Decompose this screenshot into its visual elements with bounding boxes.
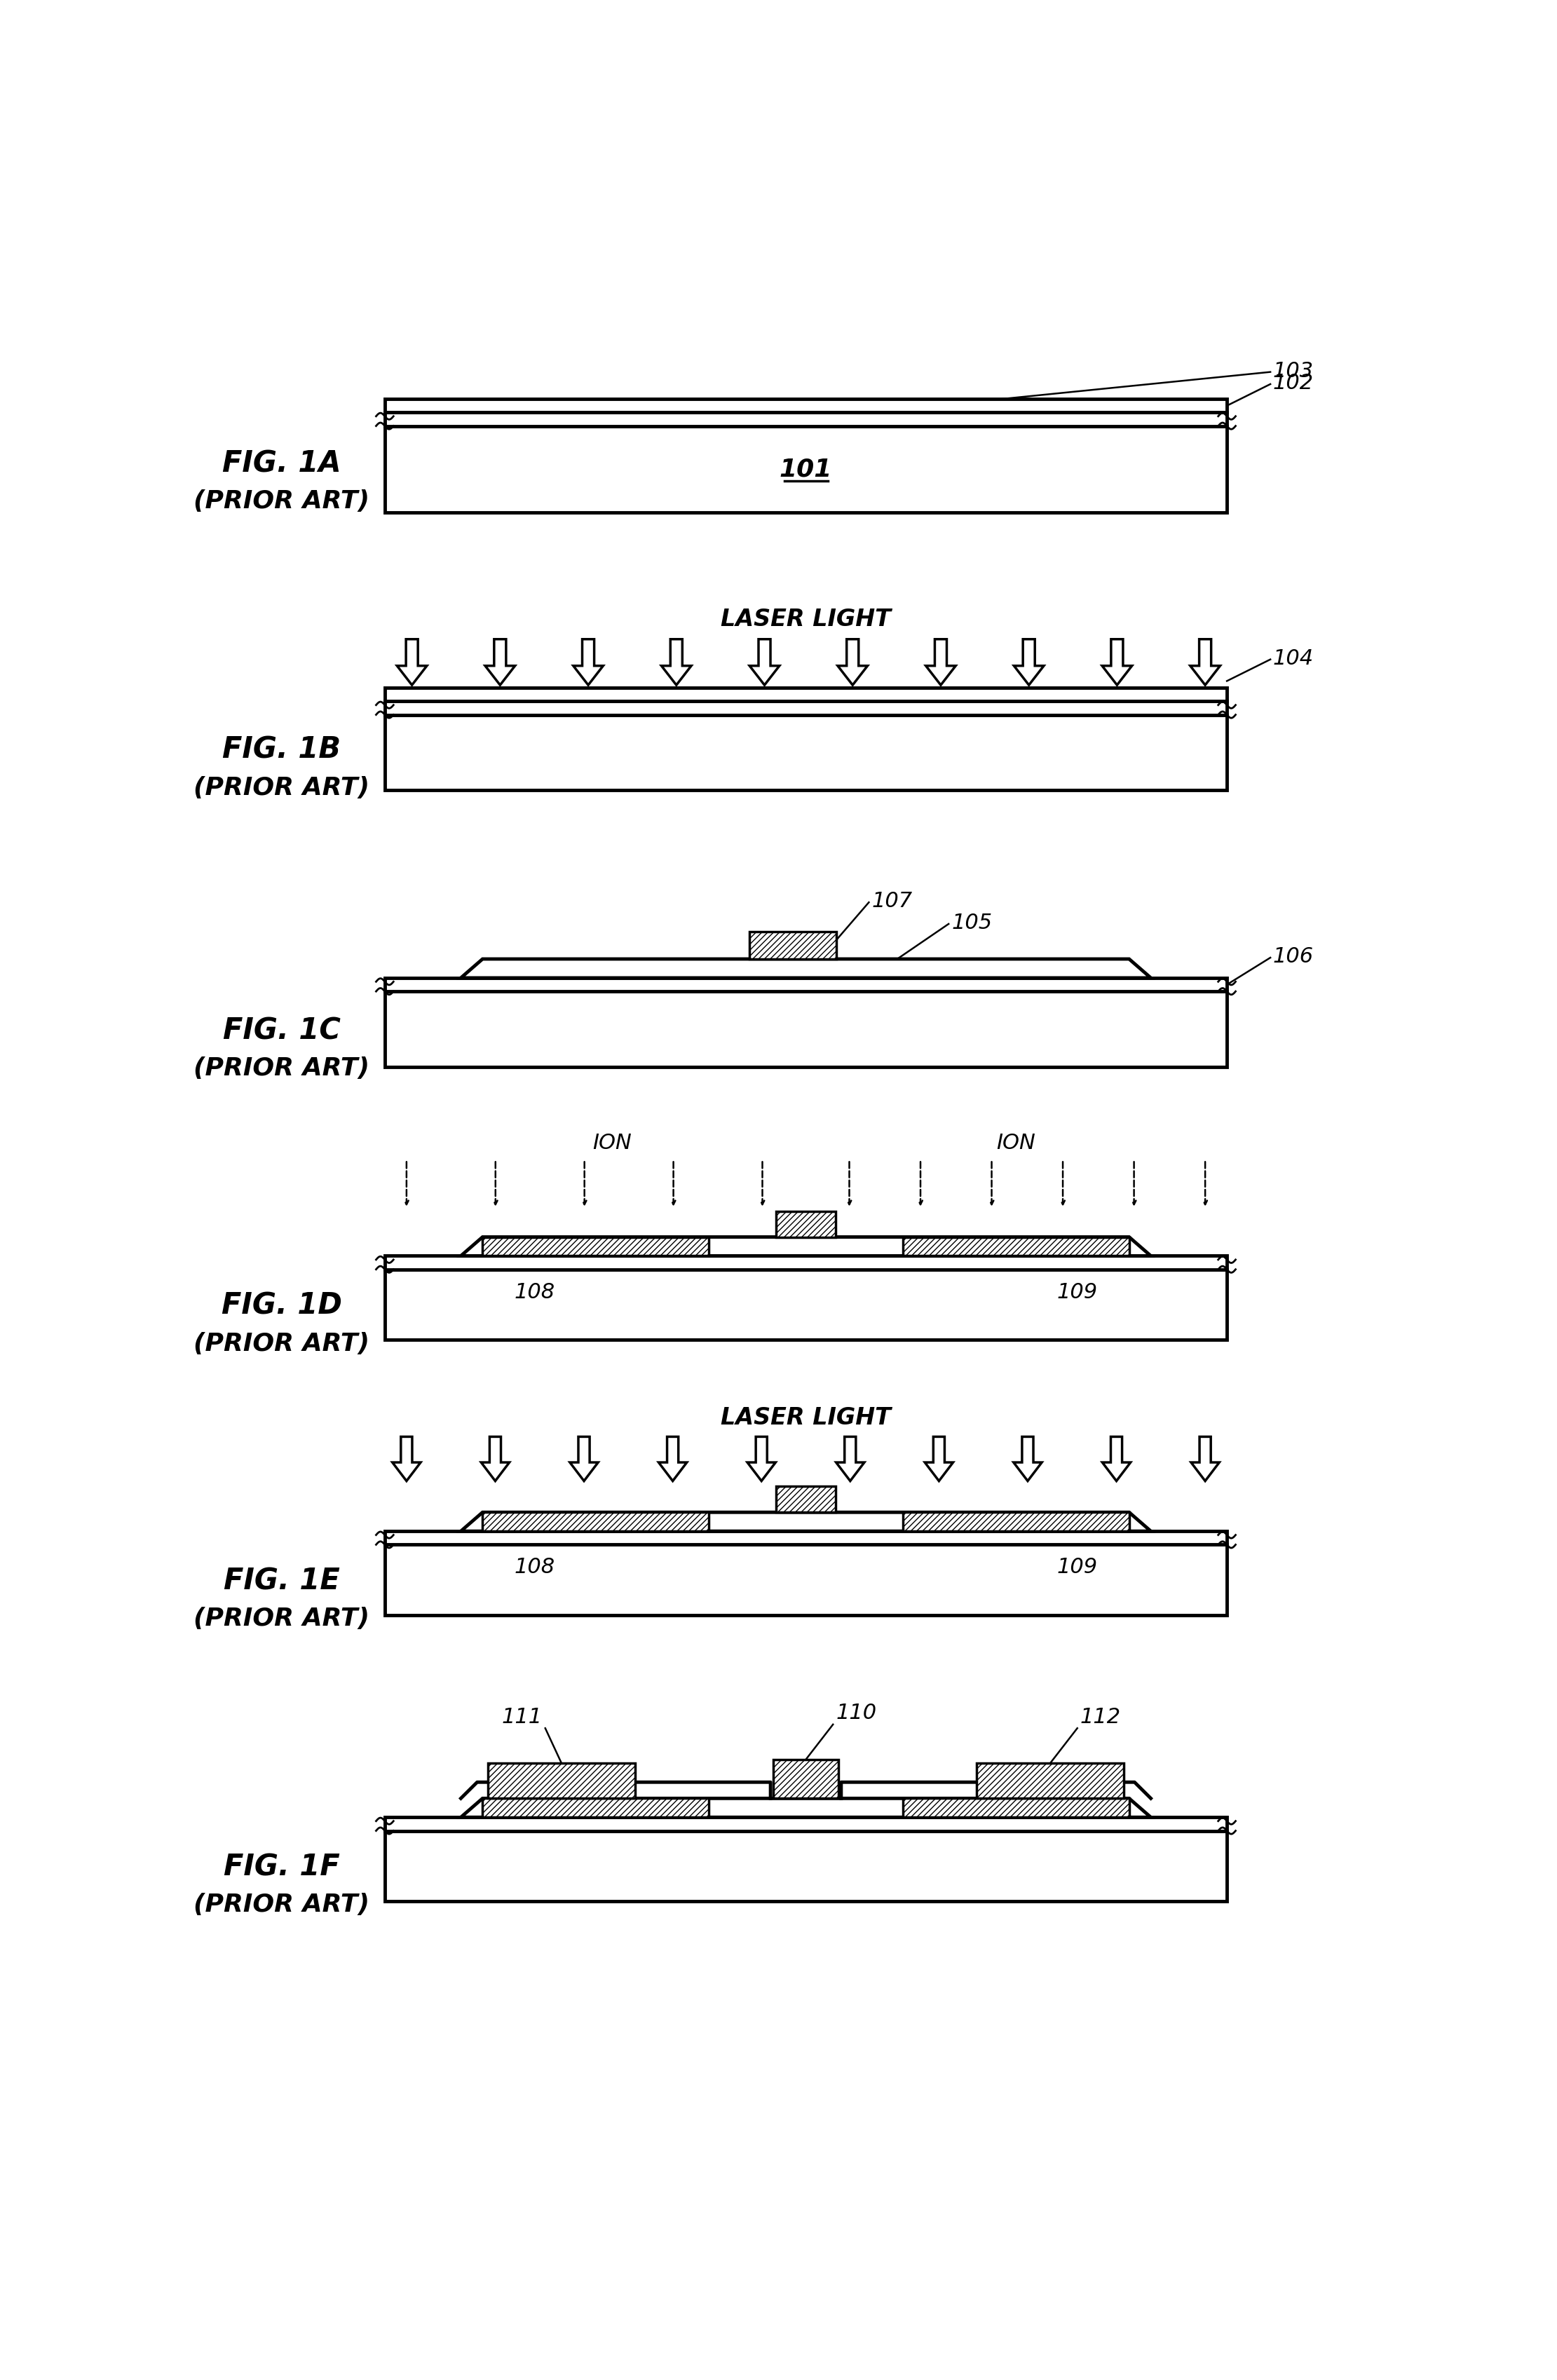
Bar	[385, 978, 1227, 992]
Bar	[483, 1238, 708, 1257]
Bar	[903, 1238, 1129, 1257]
Polygon shape	[747, 1438, 775, 1480]
Text: (PRIOR ART): (PRIOR ART)	[193, 1057, 369, 1081]
Polygon shape	[1014, 1438, 1042, 1480]
Polygon shape	[392, 1438, 420, 1480]
Text: 108: 108	[514, 1283, 554, 1302]
Polygon shape	[486, 640, 515, 685]
Text: 102: 102	[1274, 374, 1314, 393]
Bar	[976, 1764, 1124, 1799]
Text: (PRIOR ART): (PRIOR ART)	[193, 1333, 369, 1357]
Bar	[385, 1545, 1227, 1616]
Bar	[385, 1818, 1227, 1830]
Text: 108: 108	[514, 1557, 554, 1578]
Bar	[483, 1799, 708, 1818]
Text: ION: ION	[592, 1133, 632, 1154]
Text: 106: 106	[1274, 947, 1314, 966]
Bar	[483, 1511, 708, 1530]
Text: FIG. 1E: FIG. 1E	[224, 1566, 339, 1597]
Bar	[385, 412, 1227, 426]
Polygon shape	[1102, 1438, 1130, 1480]
Polygon shape	[749, 640, 780, 685]
Polygon shape	[461, 959, 1151, 978]
Text: 111: 111	[501, 1706, 542, 1728]
Polygon shape	[461, 1799, 1151, 1818]
Polygon shape	[1190, 640, 1221, 685]
Text: FIG. 1C: FIG. 1C	[223, 1016, 341, 1045]
Polygon shape	[838, 640, 867, 685]
Bar	[903, 1799, 1129, 1818]
Polygon shape	[836, 1438, 864, 1480]
Text: 109: 109	[1057, 1283, 1098, 1302]
Text: FIG. 1B: FIG. 1B	[223, 735, 341, 764]
Polygon shape	[481, 1438, 509, 1480]
Polygon shape	[1014, 640, 1043, 685]
Text: 112: 112	[1081, 1706, 1121, 1728]
Text: 105: 105	[951, 912, 992, 933]
Bar	[775, 1211, 836, 1238]
Polygon shape	[397, 640, 427, 685]
Bar	[774, 1759, 838, 1799]
Bar	[385, 1830, 1227, 1902]
Bar	[487, 1764, 635, 1799]
Polygon shape	[1102, 640, 1132, 685]
Bar	[385, 1269, 1227, 1340]
Text: (PRIOR ART): (PRIOR ART)	[193, 1892, 369, 1916]
Polygon shape	[926, 640, 956, 685]
Polygon shape	[659, 1438, 687, 1480]
Bar	[385, 1257, 1227, 1269]
Text: 103: 103	[1274, 362, 1314, 381]
Text: (PRIOR ART): (PRIOR ART)	[193, 490, 369, 514]
Text: LASER LIGHT: LASER LIGHT	[721, 1407, 891, 1430]
Bar	[385, 1530, 1227, 1545]
Polygon shape	[1191, 1438, 1219, 1480]
Text: FIG. 1A: FIG. 1A	[223, 450, 341, 478]
Text: LASER LIGHT: LASER LIGHT	[721, 607, 891, 631]
Bar	[385, 702, 1227, 714]
Text: 110: 110	[836, 1704, 877, 1723]
Text: (PRIOR ART): (PRIOR ART)	[193, 1606, 369, 1630]
Bar	[385, 400, 1227, 412]
Polygon shape	[662, 640, 691, 685]
Text: 109: 109	[1057, 1557, 1098, 1578]
Bar	[775, 1488, 836, 1511]
Text: ION: ION	[996, 1133, 1035, 1154]
Polygon shape	[573, 640, 603, 685]
Text: 101: 101	[780, 457, 833, 481]
Text: FIG. 1D: FIG. 1D	[221, 1290, 343, 1321]
Bar	[385, 688, 1227, 702]
Text: FIG. 1F: FIG. 1F	[224, 1852, 339, 1883]
Text: (PRIOR ART): (PRIOR ART)	[193, 776, 369, 800]
Text: 104: 104	[1274, 647, 1314, 669]
Bar	[385, 426, 1227, 512]
Polygon shape	[461, 1511, 1151, 1530]
Polygon shape	[570, 1438, 598, 1480]
Text: 107: 107	[872, 890, 912, 912]
Polygon shape	[925, 1438, 953, 1480]
Polygon shape	[461, 1238, 1151, 1257]
Bar	[749, 933, 836, 959]
Bar	[385, 992, 1227, 1066]
Bar	[385, 714, 1227, 790]
Bar	[903, 1511, 1129, 1530]
